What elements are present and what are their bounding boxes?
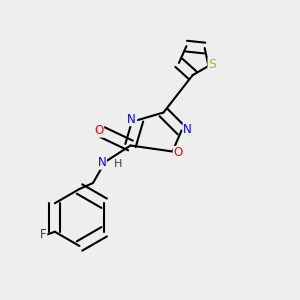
Text: F: F [40,228,47,241]
Text: H: H [114,159,122,170]
Text: O: O [173,146,182,160]
Text: O: O [94,124,103,137]
Text: S: S [208,58,216,71]
Text: N: N [127,112,136,126]
Text: N: N [98,156,106,169]
Text: N: N [183,123,192,136]
